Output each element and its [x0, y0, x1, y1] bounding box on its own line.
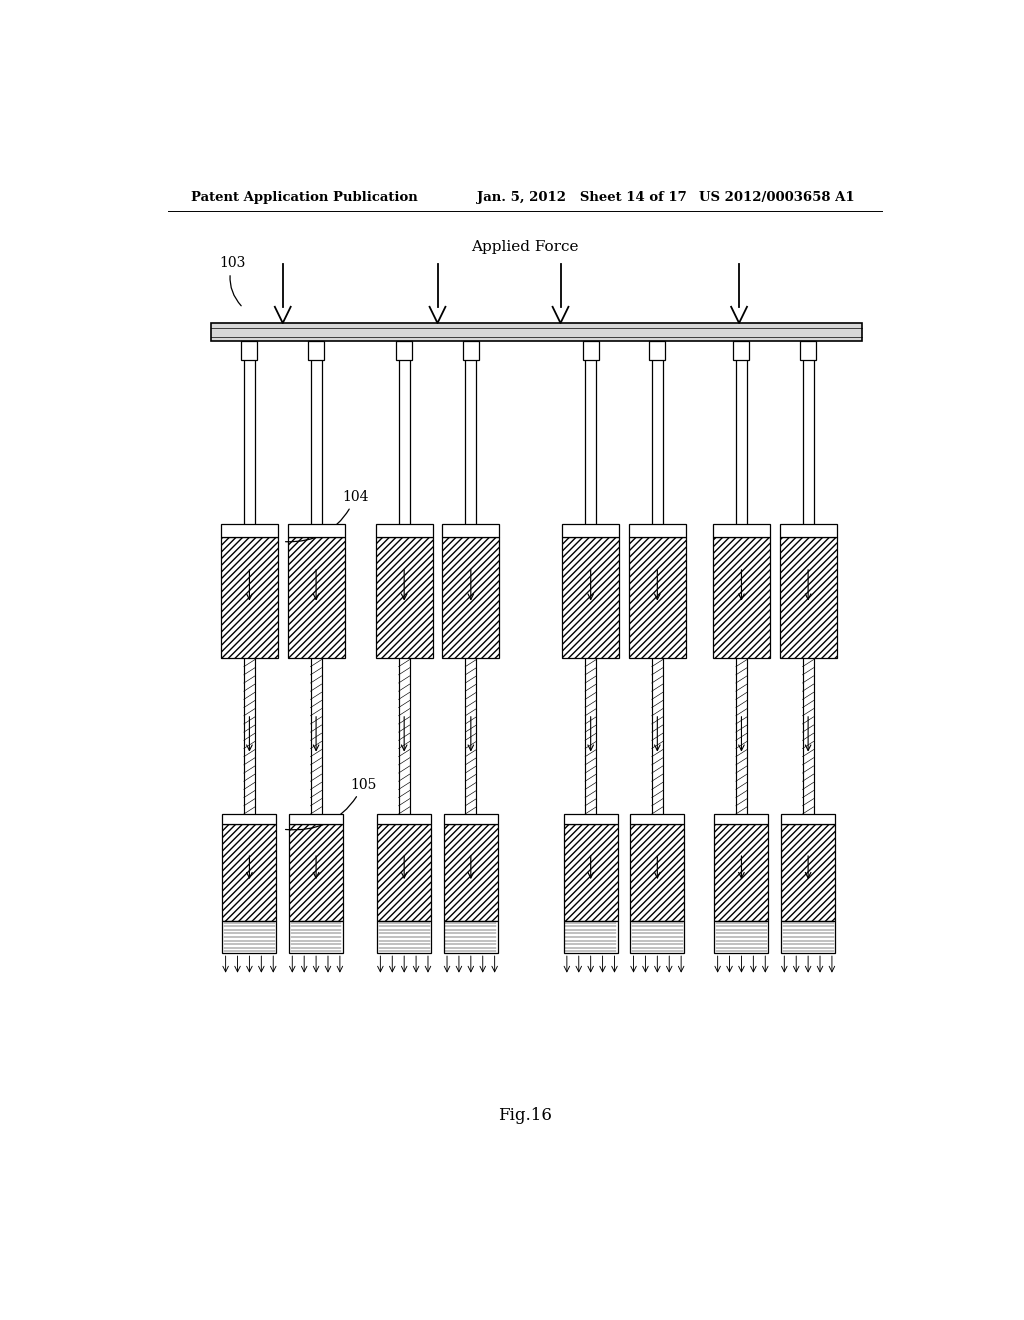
Text: Fig.16: Fig.16 — [498, 1107, 552, 1125]
Bar — [442, 524, 500, 536]
Bar — [288, 524, 345, 536]
Text: Patent Application Publication: Patent Application Publication — [191, 190, 418, 203]
Bar — [222, 824, 276, 921]
Bar — [222, 814, 276, 824]
Bar — [649, 342, 666, 359]
Bar — [781, 814, 836, 824]
Bar — [222, 921, 276, 953]
Bar — [211, 323, 862, 342]
Bar — [377, 824, 431, 921]
Bar — [463, 342, 479, 359]
Text: Jan. 5, 2012   Sheet 14 of 17: Jan. 5, 2012 Sheet 14 of 17 — [477, 190, 687, 203]
Bar — [715, 824, 768, 921]
Bar — [779, 536, 837, 659]
Bar — [715, 814, 768, 824]
Bar — [715, 921, 768, 953]
Bar — [376, 536, 433, 659]
Bar — [289, 921, 343, 953]
Bar — [583, 342, 599, 359]
Text: US 2012/0003658 A1: US 2012/0003658 A1 — [699, 190, 855, 203]
Bar — [376, 524, 433, 536]
Bar — [443, 824, 498, 921]
Text: 104: 104 — [286, 490, 369, 541]
Bar — [781, 921, 836, 953]
Text: Applied Force: Applied Force — [471, 240, 579, 253]
Bar — [713, 536, 770, 659]
Bar — [713, 524, 770, 536]
Bar — [443, 921, 498, 953]
Bar — [396, 342, 413, 359]
Bar — [629, 536, 686, 659]
Bar — [562, 524, 620, 536]
Bar — [629, 524, 686, 536]
Bar — [563, 921, 617, 953]
Bar — [733, 342, 750, 359]
Bar — [377, 921, 431, 953]
Bar — [289, 814, 343, 824]
Bar — [631, 921, 684, 953]
Bar — [443, 814, 498, 824]
Bar — [563, 814, 617, 824]
Bar — [631, 824, 684, 921]
Bar — [562, 536, 620, 659]
Bar — [442, 536, 500, 659]
Bar — [289, 824, 343, 921]
Bar — [308, 342, 324, 359]
Bar — [377, 814, 431, 824]
Bar — [221, 536, 278, 659]
Bar — [288, 536, 345, 659]
Text: 103: 103 — [219, 256, 246, 306]
Bar — [631, 814, 684, 824]
Bar — [563, 824, 617, 921]
Bar — [221, 524, 278, 536]
Bar — [779, 524, 837, 536]
Bar — [800, 342, 816, 359]
Bar — [242, 342, 257, 359]
Text: 105: 105 — [286, 777, 377, 830]
Bar — [781, 824, 836, 921]
